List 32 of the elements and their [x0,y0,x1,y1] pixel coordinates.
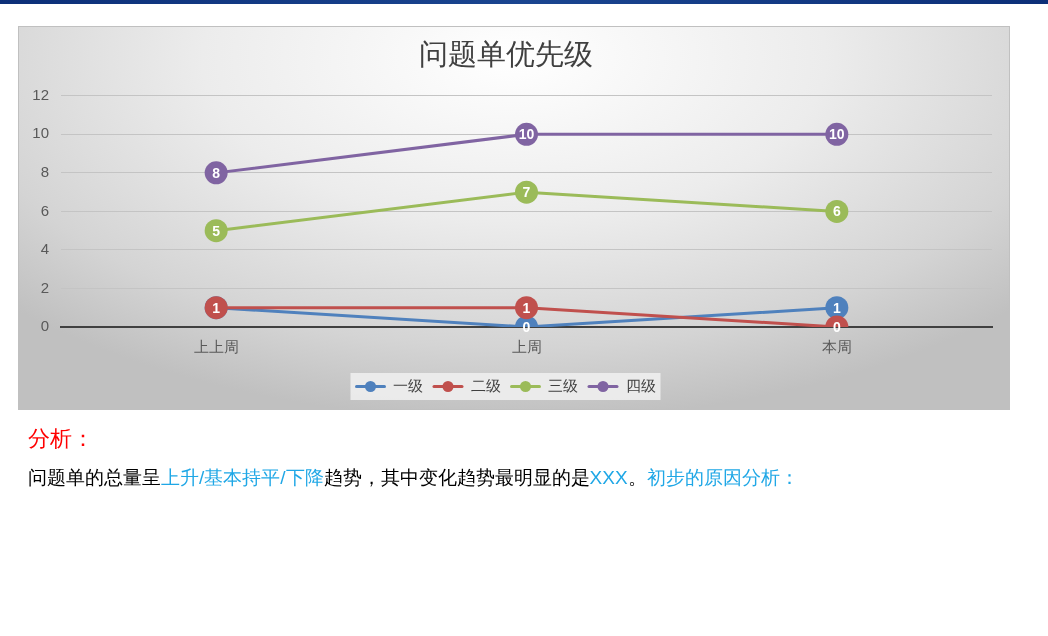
data-label: 1 [522,299,531,316]
legend-label: 四级 [625,376,656,394]
data-label: 10 [829,126,845,143]
x-tick-label: 上上周 [193,338,239,356]
data-label: 10 [518,126,535,143]
data-label: 1 [212,299,221,316]
text: 初步的原因分析： [646,467,799,488]
data-label: 8 [212,164,221,181]
text: 趋势，其中变化趋势最明显的是 [323,467,590,488]
y-tick-label: 6 [40,201,49,219]
y-tick-label: 8 [40,163,49,181]
text: XXX [589,467,628,488]
data-label: 7 [522,183,531,200]
data-label: 1 [832,299,841,316]
y-tick-label: 12 [32,85,49,103]
legend-label: 三级 [548,376,578,394]
data-label: 0 [832,318,841,335]
y-tick-label: 10 [32,124,49,142]
data-label: 6 [832,203,841,220]
legend-label: 二级 [470,376,501,394]
x-tick-label: 本周 [821,338,852,356]
text: 。 [627,467,647,488]
chart-title: 问题单优先级 [418,38,593,71]
data-label: 5 [212,222,221,239]
y-tick-label: 4 [40,240,49,258]
text: 分析： [28,425,94,453]
y-tick-label: 0 [40,317,49,335]
legend-label: 一级 [393,376,423,394]
y-tick-label: 2 [40,278,49,296]
text: 问题单的总量呈 [28,467,161,488]
text: 上升/基本持平/下降 [161,467,324,488]
x-tick-label: 上周 [511,338,542,356]
